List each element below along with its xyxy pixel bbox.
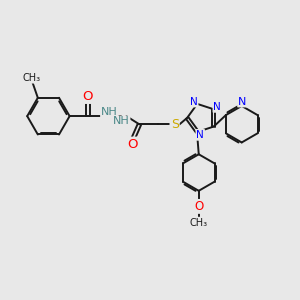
Text: N: N — [196, 130, 204, 140]
Text: O: O — [127, 138, 138, 151]
Text: CH₃: CH₃ — [190, 218, 208, 228]
Text: O: O — [194, 200, 203, 213]
Text: N: N — [190, 97, 198, 106]
Text: N: N — [213, 102, 221, 112]
Text: CH₃: CH₃ — [22, 73, 40, 83]
Text: NH: NH — [113, 116, 130, 126]
Text: N: N — [238, 97, 247, 106]
Text: NH: NH — [101, 107, 118, 117]
Text: O: O — [82, 90, 93, 103]
Text: S: S — [171, 118, 179, 131]
